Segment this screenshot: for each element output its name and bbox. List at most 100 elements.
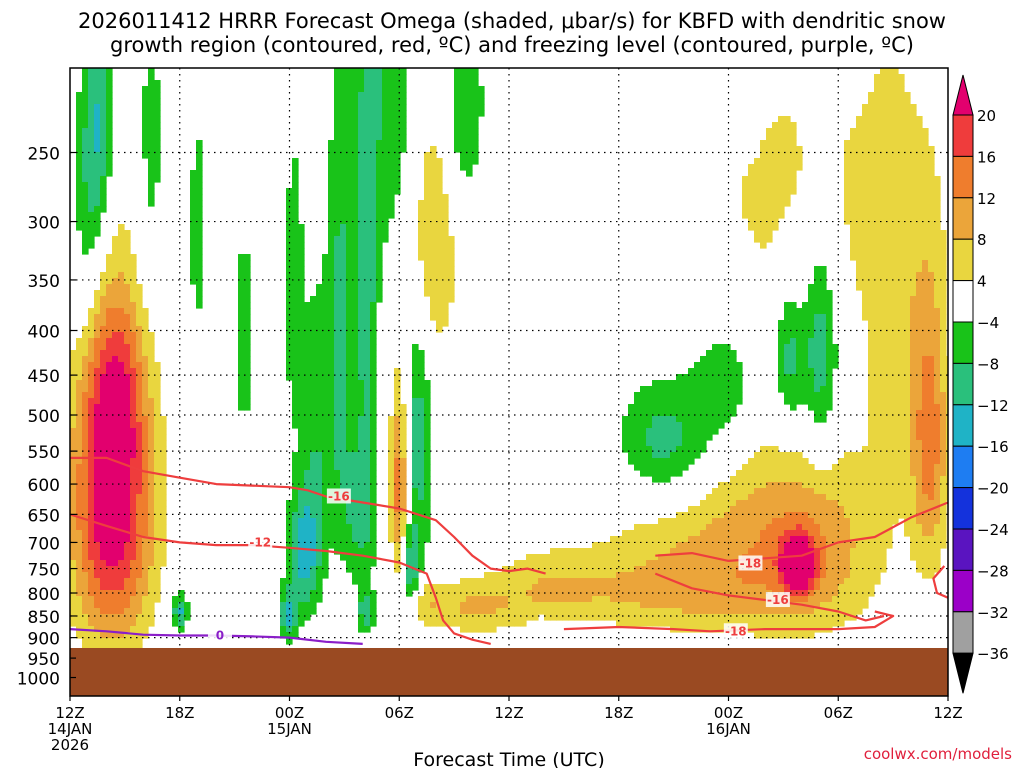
omega-cell	[298, 386, 305, 393]
omega-cell	[370, 266, 377, 273]
omega-cell	[682, 512, 689, 519]
omega-cell	[118, 566, 125, 573]
omega-cell	[706, 560, 713, 567]
omega-cell	[904, 506, 911, 513]
omega-cell	[376, 122, 383, 129]
omega-cell	[574, 572, 581, 579]
omega-cell	[898, 194, 905, 201]
omega-cell	[826, 290, 833, 297]
omega-cell	[640, 470, 647, 477]
omega-cell	[868, 248, 875, 255]
omega-cell	[610, 542, 617, 549]
omega-cell	[94, 506, 101, 513]
omega-cell	[910, 308, 917, 315]
omega-cell	[112, 404, 119, 411]
omega-cell	[376, 92, 383, 99]
omega-cell	[844, 518, 851, 525]
omega-cell	[94, 566, 101, 573]
omega-cell	[100, 404, 107, 411]
omega-cell	[916, 458, 923, 465]
omega-cell	[586, 548, 593, 555]
omega-cell	[760, 506, 767, 513]
omega-cell	[856, 476, 863, 483]
omega-cell	[160, 434, 167, 441]
omega-cell	[700, 356, 707, 363]
omega-cell	[352, 224, 359, 231]
omega-cell	[946, 470, 948, 477]
omega-cell	[70, 506, 77, 513]
omega-cell	[346, 308, 353, 315]
omega-cell	[358, 422, 365, 429]
omega-cell	[334, 212, 341, 219]
omega-cell	[418, 434, 425, 441]
omega-cell	[370, 350, 377, 357]
omega-cell	[340, 470, 347, 477]
omega-cell	[376, 194, 383, 201]
omega-cell	[868, 314, 875, 321]
omega-cell	[442, 242, 449, 249]
omega-cell	[928, 254, 935, 261]
omega-cell	[346, 284, 353, 291]
omega-cell	[82, 134, 89, 141]
omega-cell	[472, 134, 479, 141]
omega-cell	[880, 434, 887, 441]
omega-cell	[676, 464, 683, 471]
omega-cell	[400, 140, 407, 147]
omega-cell	[112, 416, 119, 423]
omega-cell	[772, 206, 779, 213]
omega-cell	[790, 356, 797, 363]
omega-cell	[106, 464, 113, 471]
omega-cell	[400, 446, 407, 453]
omega-cell	[874, 278, 881, 285]
omega-cell	[364, 206, 371, 213]
omega-cell	[364, 116, 371, 123]
omega-cell	[646, 446, 653, 453]
omega-cell	[784, 458, 791, 465]
omega-cell	[712, 416, 719, 423]
omega-cell	[130, 320, 137, 327]
omega-cell	[850, 128, 857, 135]
omega-cell	[862, 524, 869, 531]
omega-cell	[790, 542, 797, 549]
omega-cell	[916, 278, 923, 285]
omega-cell	[850, 560, 857, 567]
omega-cell	[916, 134, 923, 141]
omega-cell	[292, 572, 299, 579]
omega-cell	[292, 350, 299, 357]
omega-cell	[868, 266, 875, 273]
omega-cell	[100, 200, 107, 207]
omega-cell	[904, 440, 911, 447]
omega-cell	[292, 392, 299, 399]
omega-cell	[910, 440, 917, 447]
omega-cell	[352, 356, 359, 363]
omega-cell	[922, 380, 929, 387]
omega-cell	[148, 362, 155, 369]
omega-cell	[670, 554, 677, 561]
omega-cell	[604, 566, 611, 573]
omega-cell	[118, 362, 125, 369]
omega-cell	[100, 278, 107, 285]
omega-cell	[130, 542, 137, 549]
omega-cell	[682, 464, 689, 471]
omega-cell	[70, 356, 77, 363]
omega-cell	[322, 476, 329, 483]
omega-cell	[124, 554, 131, 561]
omega-cell	[94, 68, 101, 75]
omega-cell	[148, 122, 155, 129]
omega-cell	[712, 518, 719, 525]
omega-cell	[664, 470, 671, 477]
omega-cell	[820, 344, 827, 351]
omega-cell	[190, 248, 197, 255]
omega-cell	[874, 326, 881, 333]
omega-cell	[934, 398, 941, 405]
omega-cell	[904, 200, 911, 207]
omega-cell	[292, 476, 299, 483]
omega-cell	[310, 476, 317, 483]
omega-cell	[190, 254, 197, 261]
omega-cell	[556, 548, 563, 555]
omega-cell	[910, 536, 917, 543]
omega-cell	[106, 104, 113, 111]
omega-cell	[82, 182, 89, 189]
omega-cell	[370, 164, 377, 171]
omega-cell	[754, 518, 761, 525]
